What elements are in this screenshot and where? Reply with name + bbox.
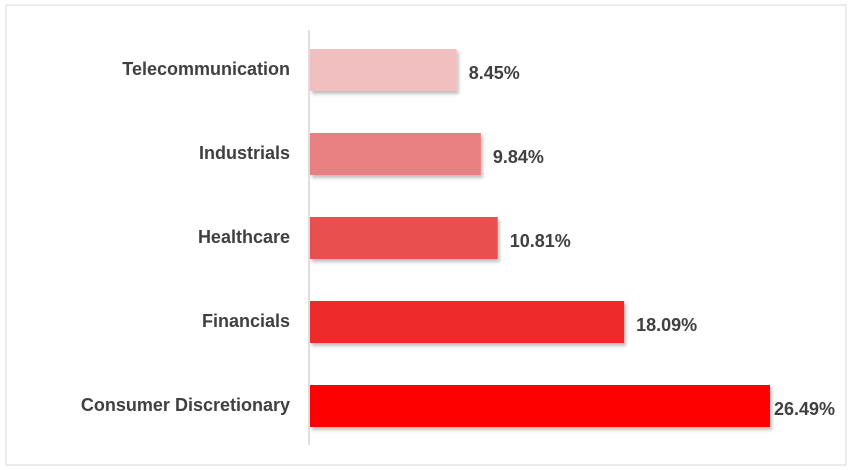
value-label: 8.45% bbox=[469, 63, 520, 83]
value-label: 10.81% bbox=[510, 231, 571, 251]
value-label: 18.09% bbox=[636, 315, 697, 335]
bar bbox=[310, 301, 625, 343]
category-label: Telecommunication bbox=[122, 59, 290, 79]
value-label: 26.49% bbox=[774, 399, 835, 419]
bar bbox=[310, 49, 457, 91]
value-label: 9.84% bbox=[493, 147, 544, 167]
bar bbox=[310, 385, 770, 427]
bar bbox=[310, 217, 498, 259]
category-label: Financials bbox=[202, 311, 290, 331]
bar bbox=[310, 133, 481, 175]
category-label: Consumer Discretionary bbox=[81, 395, 290, 415]
chart-frame bbox=[5, 4, 847, 466]
category-label: Industrials bbox=[199, 143, 290, 163]
category-label: Healthcare bbox=[198, 227, 290, 247]
